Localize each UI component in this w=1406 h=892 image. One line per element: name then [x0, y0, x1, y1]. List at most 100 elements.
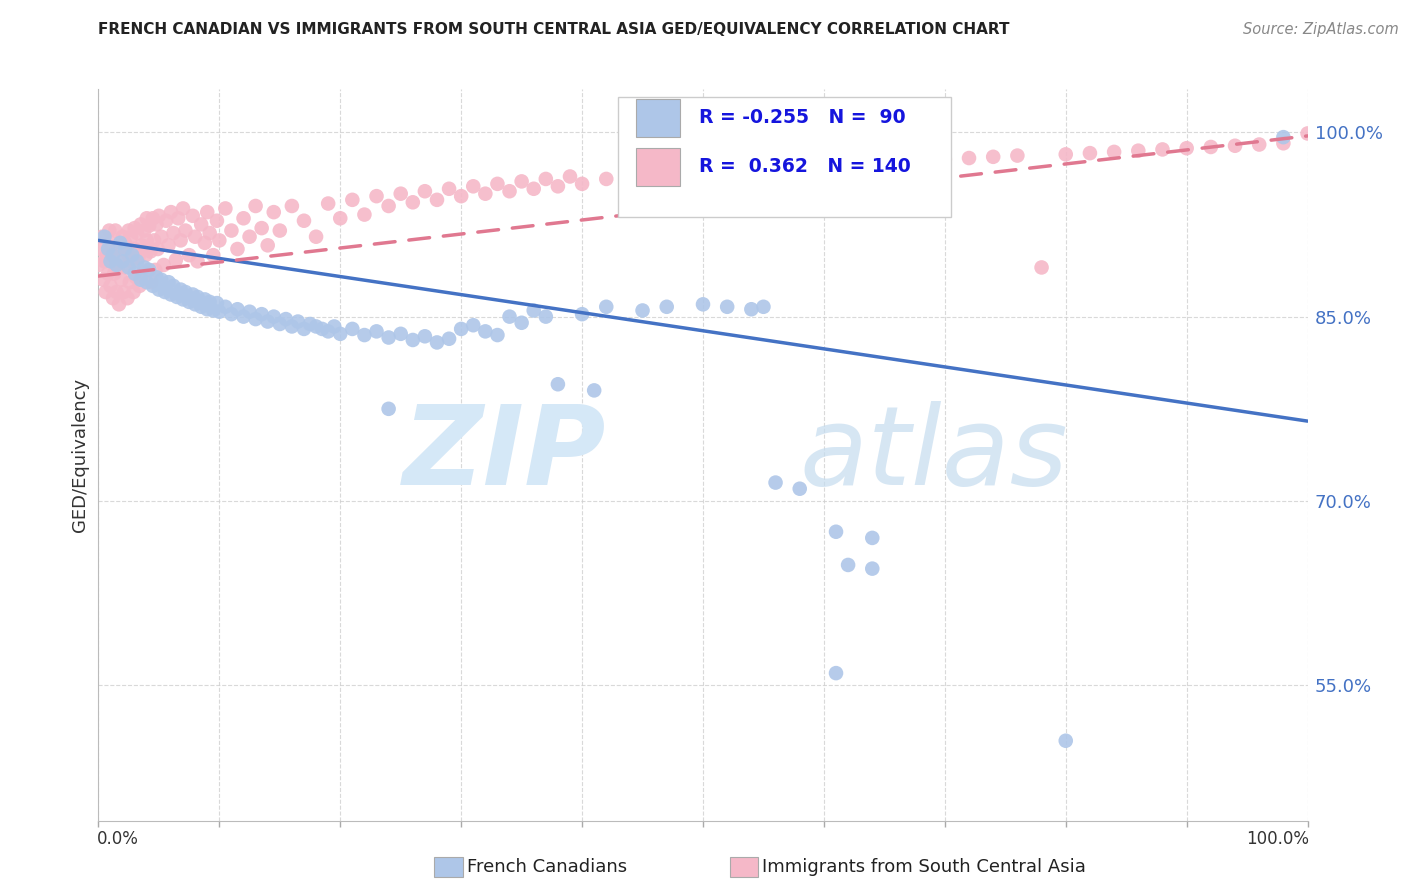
Point — [114, 235, 136, 250]
Point — [145, 218, 167, 232]
Point — [1054, 147, 1077, 161]
Point — [426, 193, 449, 207]
Point — [145, 270, 167, 285]
Point — [184, 229, 207, 244]
Point — [281, 319, 304, 334]
Point — [1175, 141, 1198, 155]
Point — [825, 524, 848, 539]
Point — [179, 248, 201, 262]
Point — [174, 223, 197, 237]
Point — [118, 260, 141, 275]
Point — [281, 199, 304, 213]
Point — [181, 287, 204, 301]
Point — [124, 221, 146, 235]
Point — [1223, 138, 1246, 153]
Point — [232, 211, 254, 226]
Point — [136, 263, 159, 277]
Point — [256, 238, 278, 252]
Point — [323, 319, 346, 334]
Point — [132, 267, 155, 281]
Point — [135, 234, 157, 248]
Point — [1296, 127, 1319, 141]
Text: 100.0%: 100.0% — [1246, 830, 1309, 848]
Point — [463, 318, 485, 333]
Point — [860, 531, 883, 545]
Point — [1031, 260, 1053, 275]
Point — [157, 238, 180, 252]
Point — [250, 221, 273, 235]
Point — [523, 303, 546, 318]
Point — [194, 293, 217, 307]
Point — [571, 307, 593, 321]
Point — [120, 229, 142, 244]
Point — [595, 300, 617, 314]
Point — [1128, 144, 1150, 158]
Point — [437, 182, 460, 196]
Point — [692, 297, 714, 311]
Point — [127, 251, 149, 265]
Point — [377, 199, 399, 213]
Point — [353, 208, 375, 222]
Point — [765, 160, 787, 174]
Point — [111, 229, 134, 244]
Point — [202, 248, 225, 262]
Point — [668, 167, 690, 181]
Point — [103, 267, 125, 281]
Point — [402, 195, 425, 210]
Point — [1054, 733, 1077, 747]
Point — [141, 275, 163, 289]
Point — [292, 213, 315, 227]
Point — [150, 273, 173, 287]
Point — [125, 270, 148, 285]
Point — [134, 223, 156, 237]
Point — [292, 322, 315, 336]
Point — [1199, 140, 1222, 154]
Point — [214, 202, 236, 216]
Text: ZIP: ZIP — [402, 401, 606, 508]
Point — [100, 254, 122, 268]
FancyBboxPatch shape — [619, 96, 950, 218]
Point — [100, 254, 122, 268]
Point — [226, 242, 249, 256]
Point — [299, 317, 322, 331]
Point — [105, 285, 128, 299]
Point — [498, 184, 520, 198]
Point — [111, 254, 134, 268]
Point — [789, 482, 811, 496]
Point — [245, 199, 267, 213]
Point — [127, 254, 149, 268]
Text: 0.0%: 0.0% — [97, 830, 139, 848]
Point — [269, 317, 291, 331]
Point — [93, 254, 115, 268]
Point — [187, 254, 209, 268]
Point — [169, 234, 191, 248]
Point — [837, 157, 859, 171]
Text: R = -0.255   N =  90: R = -0.255 N = 90 — [699, 108, 905, 128]
Point — [108, 242, 131, 256]
Point — [523, 182, 546, 196]
Point — [981, 150, 1004, 164]
Point — [644, 164, 666, 178]
Point — [583, 384, 606, 398]
Point — [245, 312, 267, 326]
Point — [195, 302, 218, 317]
Point — [97, 267, 120, 281]
Text: Immigrants from South Central Asia: Immigrants from South Central Asia — [762, 858, 1085, 876]
Point — [96, 248, 118, 262]
Point — [124, 242, 146, 256]
Point — [118, 275, 141, 289]
Point — [179, 294, 201, 309]
Point — [263, 310, 285, 324]
Point — [131, 238, 153, 252]
Point — [305, 319, 328, 334]
Point — [135, 211, 157, 226]
Point — [184, 297, 207, 311]
Point — [329, 326, 352, 341]
Point — [221, 223, 243, 237]
Point — [256, 314, 278, 328]
Point — [150, 229, 173, 244]
Point — [160, 287, 183, 301]
Point — [595, 172, 617, 186]
Point — [366, 324, 388, 338]
Point — [239, 304, 262, 318]
